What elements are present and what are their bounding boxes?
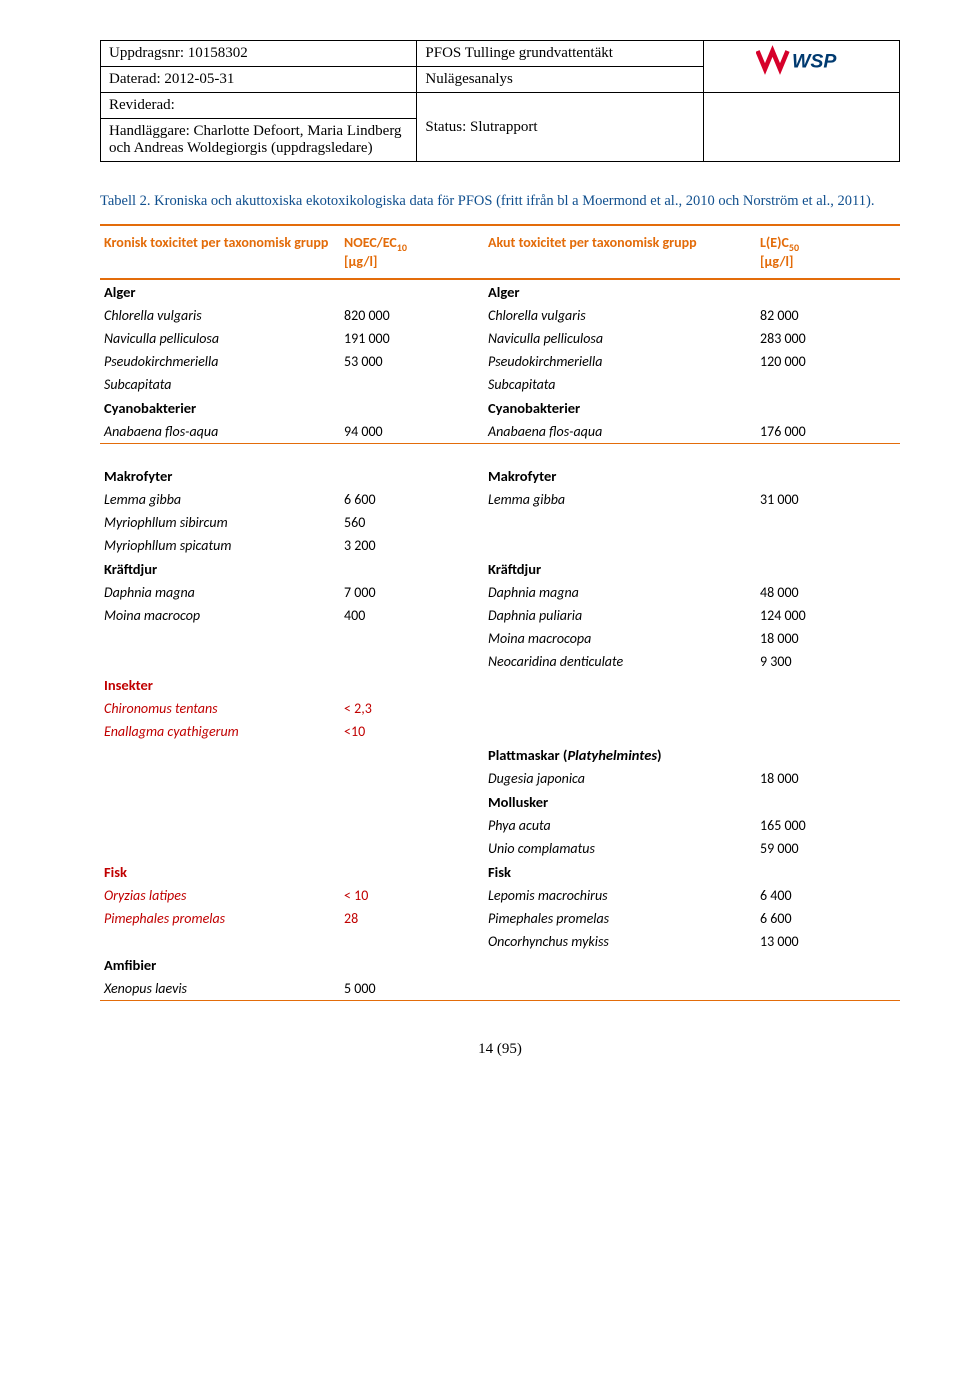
table-row: Myriophllum sibircum560: [100, 511, 900, 534]
table-row: Chironomus tentans< 2,3: [100, 697, 900, 720]
document-header-table: Uppdragsnr: 10158302 PFOS Tullinge grund…: [100, 40, 900, 162]
table-row: Oncorhynchus mykiss13 000: [100, 930, 900, 953]
table-row: Pimephales promelas28Pimephales promelas…: [100, 907, 900, 930]
table-row: Dugesia japonica18 000: [100, 767, 900, 790]
group-fisk-l: Fisk: [100, 860, 340, 884]
group-row: Amfibier: [100, 953, 900, 977]
table-row: Pseudokirchmeriella53 000Pseudokirchmeri…: [100, 350, 900, 373]
group-kraft-r: Kräftdjur: [484, 557, 756, 581]
group-fisk-r: Fisk: [484, 860, 756, 884]
group-amf: Amfibier: [100, 953, 340, 977]
ecotox-data-table: Kronisk toxicitet per taxonomisk grupp N…: [100, 224, 900, 1002]
table-row: Moina macrocop400Daphnia puliaria124 000: [100, 604, 900, 627]
hdr-left-unit-label: NOEC/EC: [344, 234, 397, 251]
group-cyano-l: Cyanobakterier: [100, 396, 340, 420]
group-platt: Plattmaskar (Platyhelmintes): [484, 743, 756, 767]
group-row: Insekter: [100, 673, 900, 697]
group-kraft-l: Kräftdjur: [100, 557, 340, 581]
wsp-logo-icon: WSP: [756, 45, 846, 75]
hdr-left-unit-mu: [µg/l]: [344, 253, 377, 270]
group-alger-l: Alger: [100, 279, 340, 304]
group-makro-l: Makrofyter: [100, 464, 340, 488]
hdr-left-unit-sub: 10: [397, 240, 407, 253]
doc-title-1: PFOS Tullinge grundvattentäkt: [417, 41, 703, 67]
group-makro-r: Makrofyter: [484, 464, 756, 488]
table-row: SubcapitataSubcapitata: [100, 373, 900, 396]
group-row: Fisk Fisk: [100, 860, 900, 884]
table-caption: Tabell 2. Kroniska och akuttoxiska ekoto…: [100, 192, 900, 212]
hdr-right-unit-sub: 50: [789, 240, 799, 253]
daterad: Daterad: 2012-05-31: [101, 67, 417, 93]
hdr-right-group: Akut toxicitet per taxonomisk grupp: [484, 225, 756, 280]
table-row: Daphnia magna7 000Daphnia magna48 000: [100, 581, 900, 604]
group-row: Cyanobakterier Cyanobakterier: [100, 396, 900, 420]
table-header-row: Kronisk toxicitet per taxonomisk grupp N…: [100, 225, 900, 280]
group-row: Kräftdjur Kräftdjur: [100, 557, 900, 581]
doc-title-2: Nulägesanalys: [417, 67, 703, 93]
status: Status: Slutrapport: [417, 93, 703, 162]
empty-cell: [703, 93, 899, 162]
hdr-left-unit: NOEC/EC10 [µg/l]: [340, 225, 484, 280]
table-row: Xenopus laevis5 000: [100, 977, 900, 1001]
svg-text:WSP: WSP: [792, 51, 837, 73]
table-row: Naviculla pelliculosa191 000Naviculla pe…: [100, 327, 900, 350]
group-row: Alger Alger: [100, 279, 900, 304]
uppdragsnr: Uppdragsnr: 10158302: [101, 41, 417, 67]
table-row: Moina macrocopa18 000: [100, 627, 900, 650]
logo-cell: WSP: [703, 41, 899, 93]
hdr-right-unit: L(E)C50 [µg/l]: [756, 225, 900, 280]
hdr-right-unit-label: L(E)C: [760, 234, 789, 251]
table-row: Neocaridina denticulate9 300: [100, 650, 900, 673]
table-row: Chlorella vulgaris820 000Chlorella vulga…: [100, 304, 900, 327]
group-alger-r: Alger: [484, 279, 756, 304]
group-row: Plattmaskar (Platyhelmintes): [100, 743, 900, 767]
table-row: Lemma gibba6 600Lemma gibba31 000: [100, 488, 900, 511]
hdr-right-unit-mu: [µg/l]: [760, 253, 793, 270]
reviderad: Reviderad:: [101, 93, 417, 119]
group-insekter: Insekter: [100, 673, 340, 697]
group-row: Makrofyter Makrofyter: [100, 464, 900, 488]
table-row: Anabaena flos-aqua94 000Anabaena flos-aq…: [100, 420, 900, 444]
table-row: Myriophllum spicatum3 200: [100, 534, 900, 557]
page-number: 14 (95): [100, 1041, 900, 1058]
table-row: Enallagma cyathigerum<10: [100, 720, 900, 743]
table-row: Oryzias latipes< 10Lepomis macrochirus6 …: [100, 884, 900, 907]
table-row: Phya acuta165 000: [100, 814, 900, 837]
table-row: Unio complamatus59 000: [100, 837, 900, 860]
group-row: Mollusker: [100, 790, 900, 814]
handlaggare: Handläggare: Charlotte Defoort, Maria Li…: [101, 119, 417, 162]
group-cyano-r: Cyanobakterier: [484, 396, 756, 420]
hdr-left-group: Kronisk toxicitet per taxonomisk grupp: [100, 225, 340, 280]
group-moll: Mollusker: [484, 790, 756, 814]
